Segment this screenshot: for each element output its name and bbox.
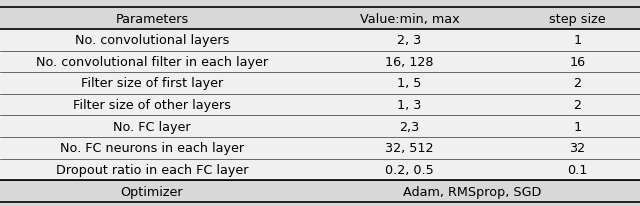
Text: 1: 1 [573,34,582,47]
Text: 2: 2 [573,99,582,111]
Bar [0,137,640,159]
Bar [0,8,640,30]
Text: No. convolutional layers: No. convolutional layers [75,34,229,47]
Text: step size: step size [549,13,606,26]
Text: No. FC neurons in each layer: No. FC neurons in each layer [60,142,244,154]
Bar [0,94,640,116]
Text: 1: 1 [573,120,582,133]
Text: 2, 3: 2, 3 [397,34,422,47]
Bar [0,159,640,180]
Text: Value:min, max: Value:min, max [360,13,460,26]
Text: Optimizer: Optimizer [121,185,183,198]
Text: 0.1: 0.1 [568,163,588,176]
Text: 32, 512: 32, 512 [385,142,434,154]
Bar [0,30,640,51]
Text: Dropout ratio in each FC layer: Dropout ratio in each FC layer [56,163,248,176]
Text: 2: 2 [573,77,582,90]
Text: Filter size of first layer: Filter size of first layer [81,77,223,90]
Text: 1, 3: 1, 3 [397,99,422,111]
Bar [0,180,640,202]
Text: Adam, RMSprop, SGD: Adam, RMSprop, SGD [403,185,541,198]
Text: 16: 16 [570,56,586,69]
Text: Filter size of other layers: Filter size of other layers [73,99,231,111]
Text: 16, 128: 16, 128 [385,56,434,69]
Bar [0,51,640,73]
Text: Parameters: Parameters [115,13,189,26]
Bar [0,73,640,94]
Text: 1, 5: 1, 5 [397,77,422,90]
Bar [0,116,640,137]
Text: No. convolutional filter in each layer: No. convolutional filter in each layer [36,56,268,69]
Text: 2,3: 2,3 [399,120,420,133]
Text: No. FC layer: No. FC layer [113,120,191,133]
Text: 32: 32 [570,142,586,154]
Text: 0.2, 0.5: 0.2, 0.5 [385,163,434,176]
